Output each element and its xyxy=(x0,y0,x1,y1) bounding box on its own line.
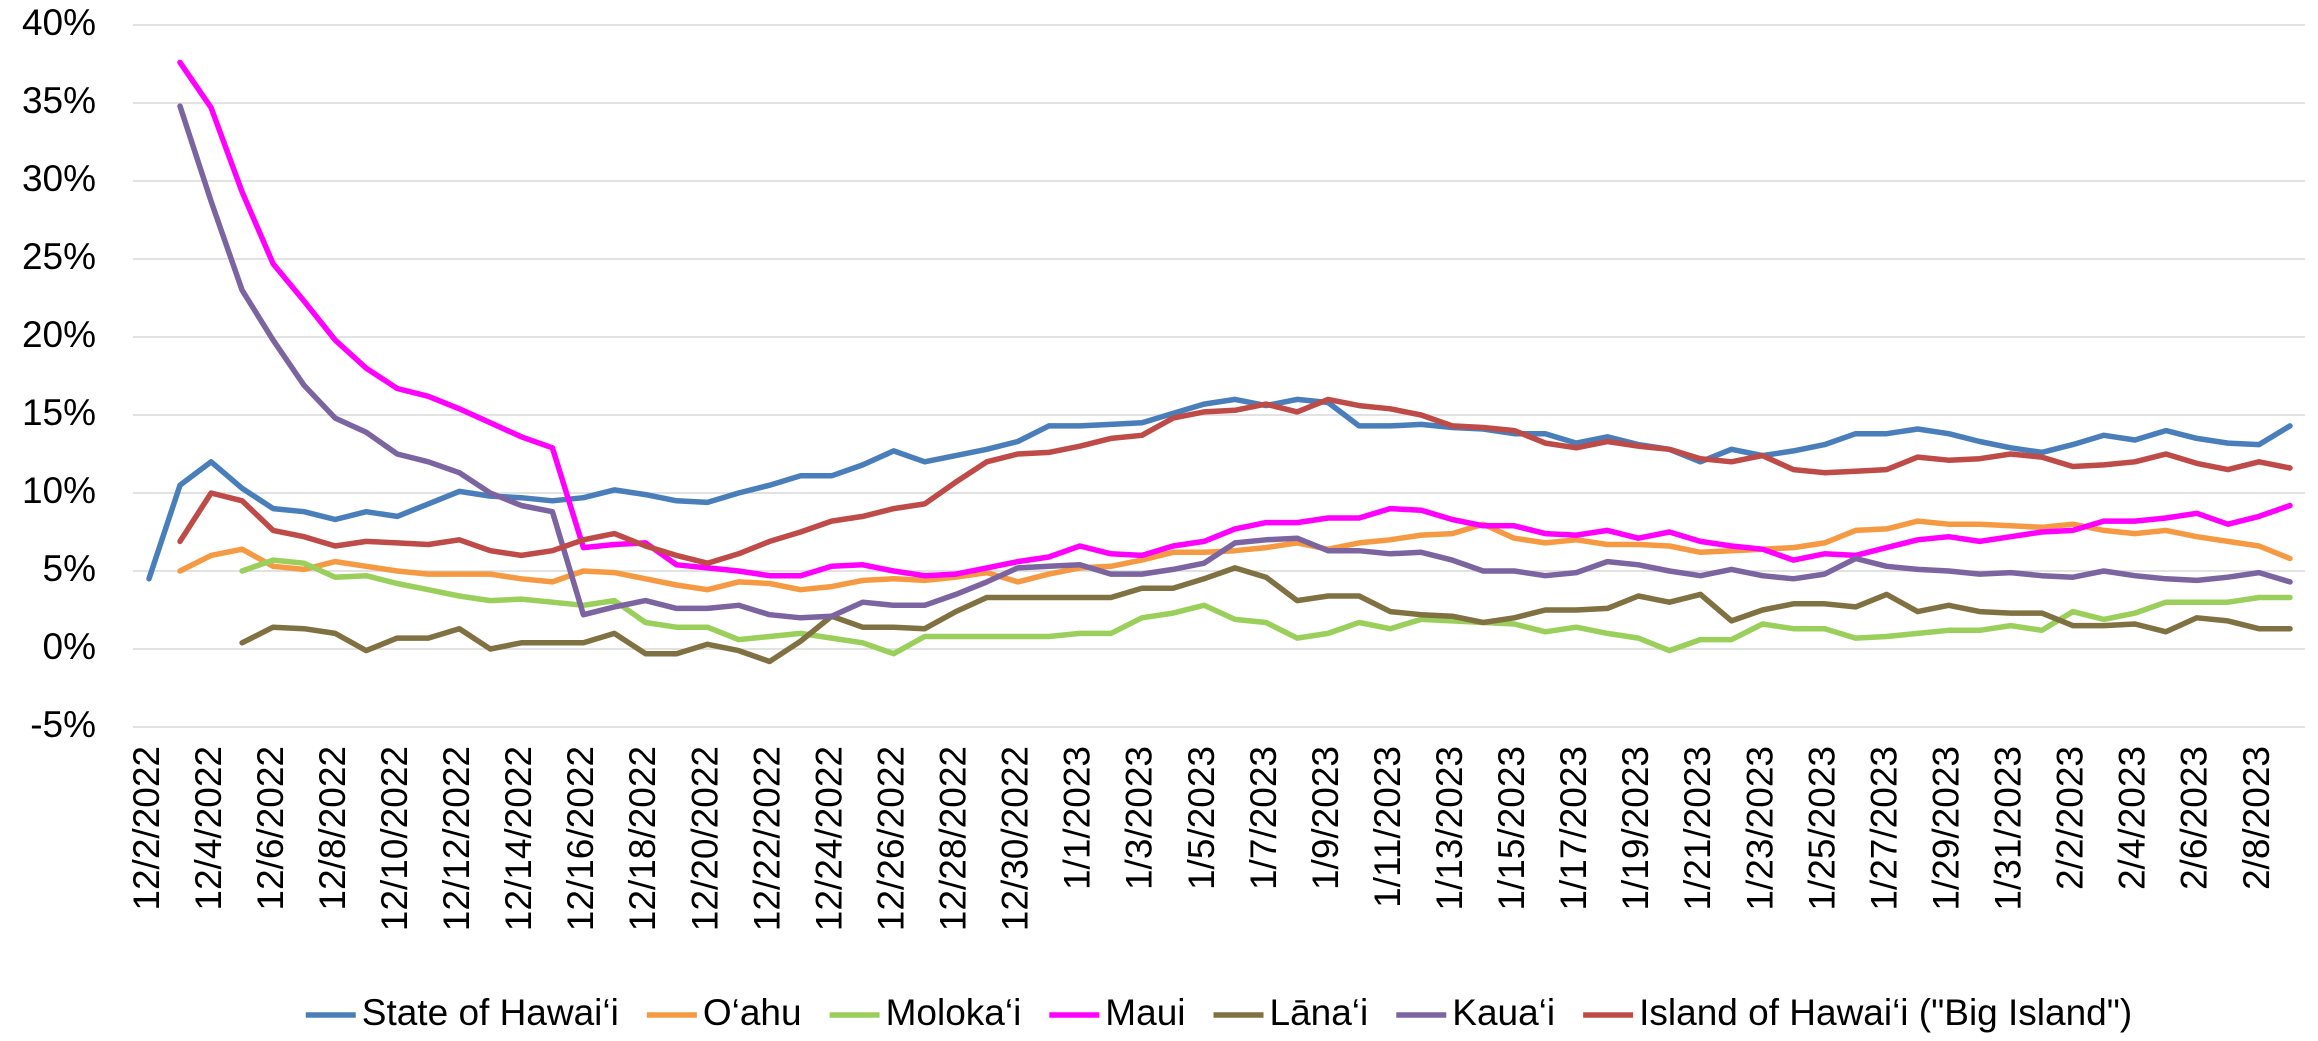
legend-label: Moloka‘i xyxy=(886,992,1022,1033)
x-tick-label: 12/2/2022 xyxy=(126,746,167,911)
y-tick-label: 35% xyxy=(22,80,96,121)
x-tick-label: 1/23/2023 xyxy=(1739,746,1780,911)
y-tick-label: 10% xyxy=(22,470,96,511)
x-tick-label: 12/18/2022 xyxy=(622,746,663,931)
series-line xyxy=(177,518,2293,593)
legend-label: O‘ahu xyxy=(703,992,802,1033)
x-tick-label: 12/16/2022 xyxy=(560,746,601,931)
x-tick-label: 1/5/2023 xyxy=(1181,746,1222,890)
x-tick-label: 1/13/2023 xyxy=(1429,746,1470,911)
x-tick-label: 1/17/2023 xyxy=(1553,746,1594,911)
x-tick-label: 2/8/2023 xyxy=(2236,746,2277,890)
x-tick-label: 2/2/2023 xyxy=(2050,746,2091,890)
x-tick-label: 12/20/2022 xyxy=(684,746,725,931)
x-tick-label: 1/21/2023 xyxy=(1677,746,1718,911)
x-tick-label: 12/4/2022 xyxy=(188,746,229,911)
y-tick-label: 15% xyxy=(22,392,96,433)
x-tick-label: 12/24/2022 xyxy=(808,746,849,931)
x-tick-label: 2/4/2023 xyxy=(2112,746,2153,890)
x-tick-label: 12/14/2022 xyxy=(498,746,539,931)
x-tick-label: 1/19/2023 xyxy=(1615,746,1656,911)
x-tick-label: 1/9/2023 xyxy=(1305,746,1346,890)
x-tick-label: 1/3/2023 xyxy=(1119,746,1160,890)
legend-label: Island of Hawai‘i ("Big Island") xyxy=(1639,992,2132,1033)
x-tick-label: 12/28/2022 xyxy=(933,746,974,931)
x-tick-label: 2/6/2023 xyxy=(2174,746,2215,890)
y-tick-label: 40% xyxy=(22,2,96,43)
x-tick-label: 12/10/2022 xyxy=(374,746,415,931)
legend-label: Lāna‘i xyxy=(1270,992,1369,1033)
x-tick-label: 1/29/2023 xyxy=(1925,746,1966,911)
x-tick-label: 1/31/2023 xyxy=(1988,746,2029,911)
y-tick-label: 0% xyxy=(43,626,96,667)
legend-label: Maui xyxy=(1105,992,1185,1033)
y-tick-label: 20% xyxy=(22,314,96,355)
x-tick-label: 12/6/2022 xyxy=(250,746,291,911)
series-line xyxy=(177,103,2293,621)
x-tick-label: 12/12/2022 xyxy=(436,746,477,931)
x-tick-label: 12/22/2022 xyxy=(746,746,787,931)
series-line xyxy=(177,396,2293,566)
series-line xyxy=(177,59,2293,579)
x-tick-label: 12/26/2022 xyxy=(870,746,911,931)
x-tick-label: 1/7/2023 xyxy=(1243,746,1284,890)
x-tick-label: 12/8/2022 xyxy=(312,746,353,911)
y-tick-label: 30% xyxy=(22,158,96,199)
series-line xyxy=(239,565,2293,665)
y-tick-label: 25% xyxy=(22,236,96,277)
x-tick-label: 1/15/2023 xyxy=(1491,746,1532,911)
x-tick-label: 1/25/2023 xyxy=(1801,746,1842,911)
legend-label: State of Hawai‘i xyxy=(362,992,619,1033)
x-tick-label: 1/27/2023 xyxy=(1863,746,1904,911)
y-tick-label: 5% xyxy=(43,548,96,589)
y-tick-label: -5% xyxy=(30,704,96,745)
x-tick-label: 12/30/2022 xyxy=(995,746,1036,931)
x-tick-label: 1/11/2023 xyxy=(1367,746,1408,908)
legend-label: Kaua‘i xyxy=(1452,992,1555,1033)
x-tick-label: 1/1/2023 xyxy=(1057,746,1098,890)
